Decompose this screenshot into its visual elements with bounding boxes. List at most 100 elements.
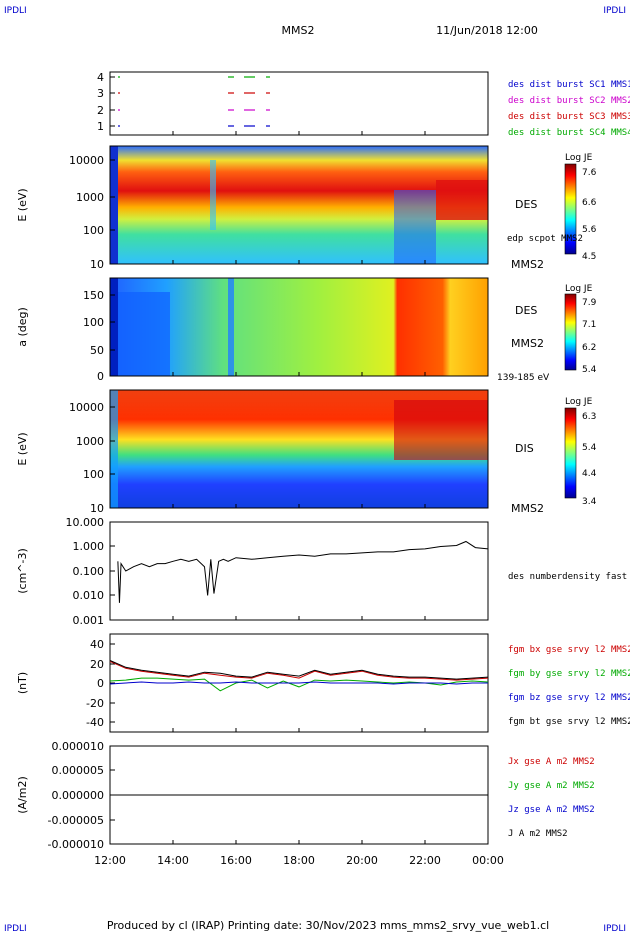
- y-tick-label: -0.000010: [48, 838, 104, 851]
- y-tick-label: 2: [97, 104, 104, 117]
- y-tick-label: -20: [86, 697, 104, 710]
- colorbar-title: Log JE: [565, 397, 593, 407]
- side-label-dis: DIS: [515, 442, 534, 455]
- legend-entry: J A m2 MMS2: [508, 829, 568, 839]
- y-tick-label: 0: [97, 677, 104, 690]
- y-axis-label: E (eV): [16, 432, 29, 465]
- side-label-des: DES: [515, 304, 537, 317]
- side-label-mms2: MMS2: [511, 502, 544, 515]
- y-axis-label: (cm^-3): [16, 548, 29, 594]
- density-panel-frame: [109, 521, 489, 621]
- y-tick-label: 0.100: [73, 565, 105, 578]
- y-tick-label: 0.010: [73, 589, 105, 602]
- y-tick-label: 100: [83, 468, 104, 481]
- colorbar-tick: 6.6: [582, 198, 597, 208]
- y-tick-label: 0.000010: [52, 740, 105, 753]
- x-tick-label: 14:00: [157, 854, 189, 867]
- density-line: [117, 540, 489, 603]
- corner-label-bottom-right: IPDLI: [603, 924, 626, 934]
- des-energy-spectrogram: [109, 145, 489, 265]
- fgm-series-line: [109, 677, 489, 692]
- y-tick-label: 1000: [76, 435, 104, 448]
- colorbar-dis-energy: Log JE 6.3 5.4 4.4 3.4: [564, 397, 597, 507]
- y-tick-label: 0.001: [73, 614, 105, 627]
- legend-entry: Jy gse A m2 MMS2: [508, 781, 595, 791]
- y-axis-label: E (eV): [16, 188, 29, 221]
- legend-entry: des numberdensity fast M: [508, 572, 630, 582]
- y-tick-label: 10: [90, 258, 104, 271]
- y-axis-label: a (deg): [16, 307, 29, 347]
- y-tick-label: 40: [90, 638, 104, 651]
- y-tick-label: 4: [97, 71, 104, 84]
- y-tick-label: 10.000: [66, 516, 105, 529]
- colorbar-des-pitch: Log JE 7.9 7.1 6.2 5.4: [564, 284, 597, 375]
- overlay-label-scpot: edp scpot MMS2: [507, 234, 583, 244]
- colorbar-tick: 4.5: [582, 252, 596, 262]
- y-tick-label: 150: [83, 289, 104, 302]
- footer-credits: Produced by cl (IRAP) Printing date: 30/…: [107, 919, 549, 932]
- des-pitch-spectrogram: [109, 277, 489, 377]
- x-tick-label: 22:00: [409, 854, 441, 867]
- y-tick-label: 3: [97, 87, 104, 100]
- legend-entry: des dist burst SC3 MMS3: [508, 112, 630, 122]
- y-tick-label: -40: [86, 716, 104, 729]
- legend-entry: fgm bz gse srvy l2 MMS2: [508, 693, 630, 703]
- corner-label-bottom-left: IPDLI: [4, 924, 27, 934]
- legend-entry: des dist burst SC2 MMS2: [508, 96, 630, 106]
- x-tick-label: 12:00: [94, 854, 126, 867]
- generated-marks: 12:00 14:00 16:00 18:00 20:00 22:00 00:00 4 3 2 1 1…: [48, 71, 630, 867]
- y-tick-label: 0.000000: [52, 789, 105, 802]
- y-tick-label: 1000: [76, 191, 104, 204]
- figure-datetime: 11/Jun/2018 12:00: [436, 24, 538, 37]
- legend-entry: Jz gse A m2 MMS2: [508, 805, 595, 815]
- legend-entry: fgm bx gse srvy l2 MMS2: [508, 645, 630, 655]
- corner-label-top-left: IPDLI: [4, 6, 27, 16]
- y-axis-label: (nT): [16, 672, 29, 694]
- fgm-series-line: [109, 681, 488, 685]
- energy-range-label: 139-185 eV: [497, 373, 550, 383]
- colorbar-title: Log JE: [565, 284, 593, 294]
- corner-label-top-right: IPDLI: [603, 6, 626, 16]
- y-tick-label: 0: [97, 370, 104, 383]
- y-tick-label: 10000: [69, 401, 104, 414]
- legend-entry: des dist burst SC4 MMS4: [508, 128, 630, 138]
- y-tick-label: 100: [83, 224, 104, 237]
- side-label-des: DES: [515, 198, 537, 211]
- colorbar-tick: 7.6: [582, 168, 597, 178]
- legend-entry: fgm by gse srvy l2 MMS2: [508, 669, 630, 679]
- figure-title: MMS2: [282, 24, 315, 37]
- burst-panel-frame: [109, 71, 489, 136]
- y-axis-label: (A/m2): [16, 776, 29, 814]
- dis-energy-spectrogram: [109, 389, 489, 509]
- colorbar-des-energy: Log JE 7.6 6.6 5.6 4.5: [564, 153, 597, 262]
- colorbar-tick: 5.4: [582, 365, 597, 375]
- colorbar-tick: 5.6: [582, 225, 597, 235]
- legend-entry: Jx gse A m2 MMS2: [508, 757, 595, 767]
- y-tick-label: 1.000: [73, 540, 105, 553]
- colorbar-title: Log JE: [565, 153, 593, 163]
- colorbar-tick: 5.4: [582, 443, 597, 453]
- fgm-series-line: [109, 660, 489, 680]
- y-tick-label: 10: [90, 502, 104, 515]
- y-tick-label: -0.000005: [48, 814, 104, 827]
- x-tick-label: 18:00: [283, 854, 315, 867]
- y-tick-label: 20: [90, 658, 104, 671]
- colorbar-tick: 6.3: [582, 412, 596, 422]
- colorbar-tick: 3.4: [582, 497, 597, 507]
- x-tick-label: 20:00: [346, 854, 378, 867]
- colorbar-tick: 4.4: [582, 469, 597, 479]
- x-tick-label: 16:00: [220, 854, 252, 867]
- y-tick-label: 0.000005: [52, 764, 105, 777]
- colorbar-tick: 7.9: [582, 298, 597, 308]
- y-tick-label: 50: [90, 344, 104, 357]
- x-tick-label: 00:00: [472, 854, 504, 867]
- side-label-mms2: MMS2: [511, 337, 544, 350]
- colorbar-tick: 6.2: [582, 343, 596, 353]
- colorbar-tick: 7.1: [582, 320, 596, 330]
- side-label-mms2: MMS2: [511, 258, 544, 271]
- y-tick-label: 10000: [69, 154, 104, 167]
- legend-entry: fgm bt gse srvy l2 MMS2: [508, 717, 630, 727]
- y-tick-label: 1: [97, 120, 104, 133]
- y-tick-label: 100: [83, 316, 104, 329]
